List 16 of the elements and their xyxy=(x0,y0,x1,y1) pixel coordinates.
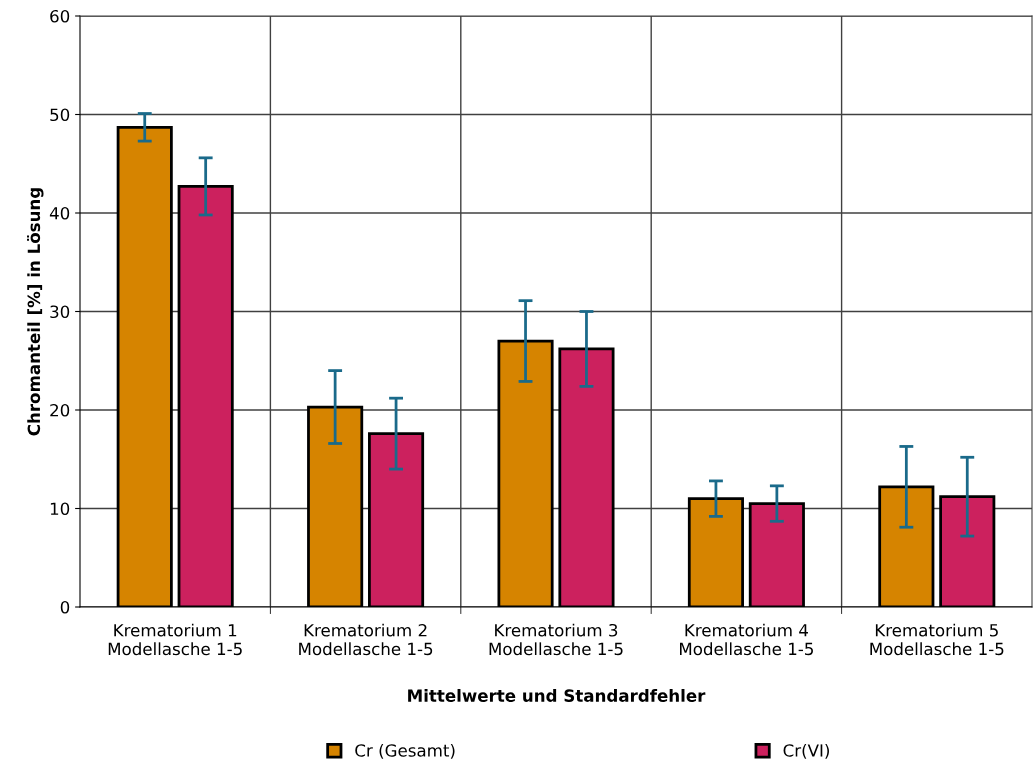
y-axis-title: Chromanteil [%] in Lösung xyxy=(27,188,44,436)
y-tick-label: 60 xyxy=(50,9,70,23)
x-tick-label: Krematorium 4 Modellasche 1-5 xyxy=(680,623,813,656)
x-tick-label: Krematorium 1 Modellasche 1-5 xyxy=(108,623,242,656)
y-tick-label: 10 xyxy=(50,502,70,516)
legend-label: Cr (Gesamt) xyxy=(355,743,455,759)
y-tick-label: 40 xyxy=(49,206,70,220)
x-axis-title: Mittelwerte und Standardfehler xyxy=(408,689,706,702)
x-tick-label: Krematorium 3 Modellasche 1-5 xyxy=(489,623,623,656)
y-tick-label: 0 xyxy=(60,600,70,614)
y-tick-label: 50 xyxy=(50,108,70,122)
x-tick-label: Krematorium 2 Modellasche 1-5 xyxy=(299,623,433,656)
y-tick-label: 30 xyxy=(50,305,70,319)
legend-label: Cr(VI) xyxy=(783,743,829,759)
y-tick-label: 20 xyxy=(50,403,70,417)
x-tick-label: Krematorium 5 Modellasche 1-5 xyxy=(870,623,1004,656)
